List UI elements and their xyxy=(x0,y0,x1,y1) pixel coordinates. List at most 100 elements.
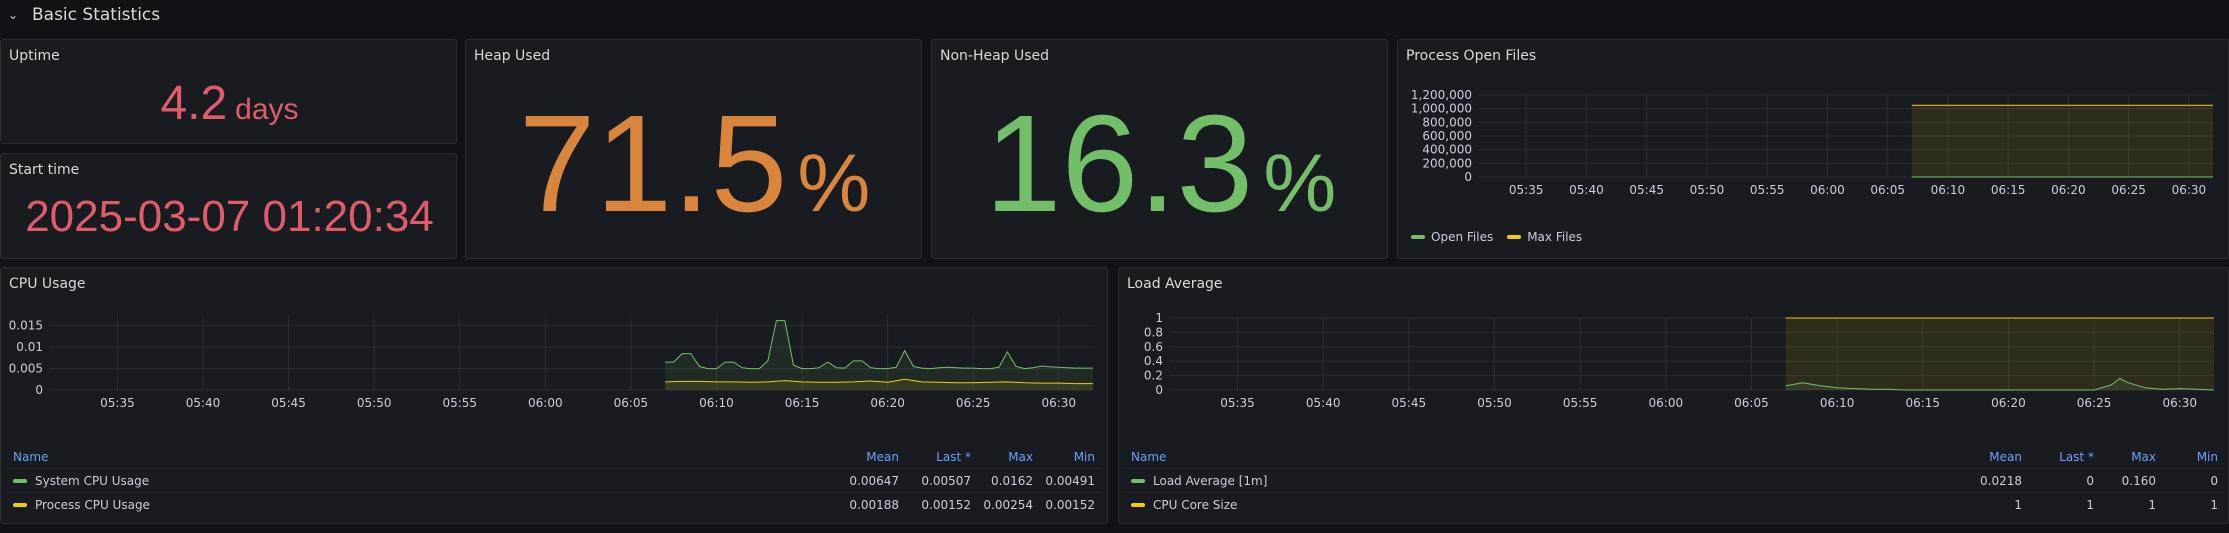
col-name[interactable]: Name xyxy=(13,450,49,464)
x-tick-label: 05:50 xyxy=(1690,183,1725,197)
x-tick-label: 06:00 xyxy=(1810,183,1845,197)
legend-mean: 0.0218 xyxy=(1946,468,2028,493)
series-area xyxy=(665,320,1093,390)
col-last[interactable]: Last * xyxy=(2059,450,2094,464)
panel-nonheap-used[interactable]: Non-Heap Used 16.3 % xyxy=(931,39,1388,259)
series-line xyxy=(665,378,1093,385)
y-tick-label: 0.4 xyxy=(1144,354,1163,368)
chevron-down-icon[interactable]: ⌄ xyxy=(8,8,19,22)
x-tick-label: 05:55 xyxy=(1750,183,1785,197)
panel-heap-used[interactable]: Heap Used 71.5 % xyxy=(465,39,922,259)
panel-title: Load Average xyxy=(1127,276,1223,292)
legend-last: 0.00152 xyxy=(905,492,977,516)
x-tick-label: 05:45 xyxy=(1629,183,1664,197)
legend-item-max-files[interactable]: Max Files xyxy=(1507,230,1582,244)
legend-swatch xyxy=(1131,503,1145,507)
legend-label: Process CPU Usage xyxy=(35,497,150,512)
x-tick-label: 06:15 xyxy=(1905,396,1940,410)
legend-name: CPU Core Size xyxy=(1125,492,1946,516)
series-line xyxy=(665,320,1093,370)
x-tick-label: 06:25 xyxy=(2111,183,2146,197)
legend-swatch xyxy=(1411,235,1425,239)
heap-unit: % xyxy=(797,138,871,229)
col-min[interactable]: Min xyxy=(1073,450,1095,464)
panel-process-open-files[interactable]: Process Open Files 1,200,000 1,000,000 800… xyxy=(1397,39,2229,259)
col-max[interactable]: Max xyxy=(1008,450,1033,464)
legend-mean: 0.00188 xyxy=(823,492,905,516)
uptime-unit: days xyxy=(235,93,299,126)
legend-name: System CPU Usage xyxy=(7,468,823,493)
y-tick-label: 1 xyxy=(1155,311,1163,325)
panel-load-average[interactable]: Load Average 1 0.8 0.6 0.4 0.2 0 05:35 05:40 05:… xyxy=(1118,267,2229,524)
y-tick-label: 1,000,000 xyxy=(1411,102,1472,116)
load-average-chart[interactable]: 10.80.60.40.20 05:35 05:40 05:45 05:50 05:55 0… xyxy=(1119,300,2229,480)
x-tick-label: 05:55 xyxy=(1563,396,1598,410)
col-last[interactable]: Last * xyxy=(936,450,971,464)
cpu-usage-chart[interactable]: 0.015 0.01 0.005 0 05:35 05:40 05:45 05:50 05:55… xyxy=(1,300,1109,480)
legend-max: 0.00254 xyxy=(977,492,1039,516)
legend-row-system-cpu[interactable]: System CPU Usage 0.00647 0.00507 0.0162 … xyxy=(7,468,1101,493)
heap-stat: 71.5 % xyxy=(466,95,923,235)
col-name[interactable]: Name xyxy=(1131,450,1167,464)
y-tick-label: 600,000 xyxy=(1422,129,1472,143)
open-files-legend: Open Files Max Files xyxy=(1411,230,1582,244)
panel-title: Process Open Files xyxy=(1406,48,1537,64)
y-tick-label: 200,000 xyxy=(1422,156,1472,170)
col-mean[interactable]: Mean xyxy=(1989,450,2022,464)
legend-swatch xyxy=(1507,235,1522,239)
panel-uptime[interactable]: Uptime 4.2 days xyxy=(0,39,457,144)
x-tick-label: 06:30 xyxy=(2162,396,2197,410)
uptime-value: 4.2 xyxy=(160,77,228,130)
start-time-value: 2025-03-07 01:20:34 xyxy=(25,192,434,241)
x-tick-label: 06:00 xyxy=(1649,396,1684,410)
nonheap-stat: 16.3 % xyxy=(932,95,1389,235)
legend-label: System CPU Usage xyxy=(35,473,150,488)
x-tick-label: 06:10 xyxy=(699,396,734,410)
legend-mean: 1 xyxy=(1946,492,2028,516)
x-tick-label: 05:35 xyxy=(100,396,135,410)
legend-min: 0 xyxy=(2162,468,2224,493)
x-tick-label: 05:40 xyxy=(1569,183,1604,197)
x-tick-label: 06:05 xyxy=(1870,183,1905,197)
x-tick-label: 05:35 xyxy=(1220,396,1255,410)
panel-cpu-usage[interactable]: CPU Usage 0.015 0.01 0.005 0 05:35 05:40 05:45… xyxy=(0,267,1108,524)
x-tick-label: 06:15 xyxy=(785,396,820,410)
y-tick-label: 0.005 xyxy=(9,362,43,376)
legend-name: Load Average [1m] xyxy=(1125,468,1946,493)
row-header-basic-statistics[interactable]: ⌄ Basic Statistics xyxy=(0,0,2229,30)
legend-row-load-average[interactable]: Load Average [1m] 0.0218 0 0.160 0 xyxy=(1125,468,2224,493)
open-files-chart[interactable]: 1,200,0001,000,000800,000600,000400,0002… xyxy=(1398,72,2229,247)
series-area xyxy=(1785,318,2214,390)
col-min[interactable]: Min xyxy=(2196,450,2218,464)
legend-name: Process CPU Usage xyxy=(7,492,823,516)
legend-item-open-files[interactable]: Open Files xyxy=(1411,230,1493,244)
x-tick-label: 06:10 xyxy=(1931,183,1966,197)
y-tick-label: 400,000 xyxy=(1422,143,1472,157)
panel-start-time[interactable]: Start time 2025-03-07 01:20:34 xyxy=(0,153,457,259)
panel-title: Start time xyxy=(9,162,80,178)
x-tick-label: 05:55 xyxy=(442,396,477,410)
cpu-legend-table: Name Mean Last * Max Min System CPU Usag… xyxy=(7,446,1101,516)
x-tick-label: 05:35 xyxy=(1509,183,1544,197)
col-max[interactable]: Max xyxy=(2131,450,2156,464)
legend-swatch xyxy=(13,503,27,507)
legend-header-row: Name Mean Last * Max Min xyxy=(7,446,1101,469)
legend-label: Open Files xyxy=(1431,230,1494,244)
y-tick-label: 0.8 xyxy=(1144,325,1163,339)
x-tick-label: 06:10 xyxy=(1820,396,1855,410)
x-tick-label: 06:05 xyxy=(1734,396,1769,410)
uptime-stat: 4.2 days xyxy=(1,76,458,136)
x-tick-label: 06:30 xyxy=(2172,183,2207,197)
col-mean[interactable]: Mean xyxy=(866,450,899,464)
nonheap-unit: % xyxy=(1263,138,1337,229)
y-tick-label: 0 xyxy=(1464,170,1472,184)
y-tick-label: 0 xyxy=(35,383,43,397)
y-tick-label: 0 xyxy=(1155,383,1163,397)
load-legend-table: Name Mean Last * Max Min Load Average [1… xyxy=(1125,446,2224,516)
legend-row-process-cpu[interactable]: Process CPU Usage 0.00188 0.00152 0.0025… xyxy=(7,492,1101,516)
legend-label: Max Files xyxy=(1527,230,1583,244)
x-tick-label: 06:05 xyxy=(614,396,649,410)
legend-row-cpu-core-size[interactable]: CPU Core Size 1 1 1 1 xyxy=(1125,492,2224,516)
x-tick-label: 05:45 xyxy=(271,396,306,410)
x-tick-label: 06:25 xyxy=(2077,396,2112,410)
